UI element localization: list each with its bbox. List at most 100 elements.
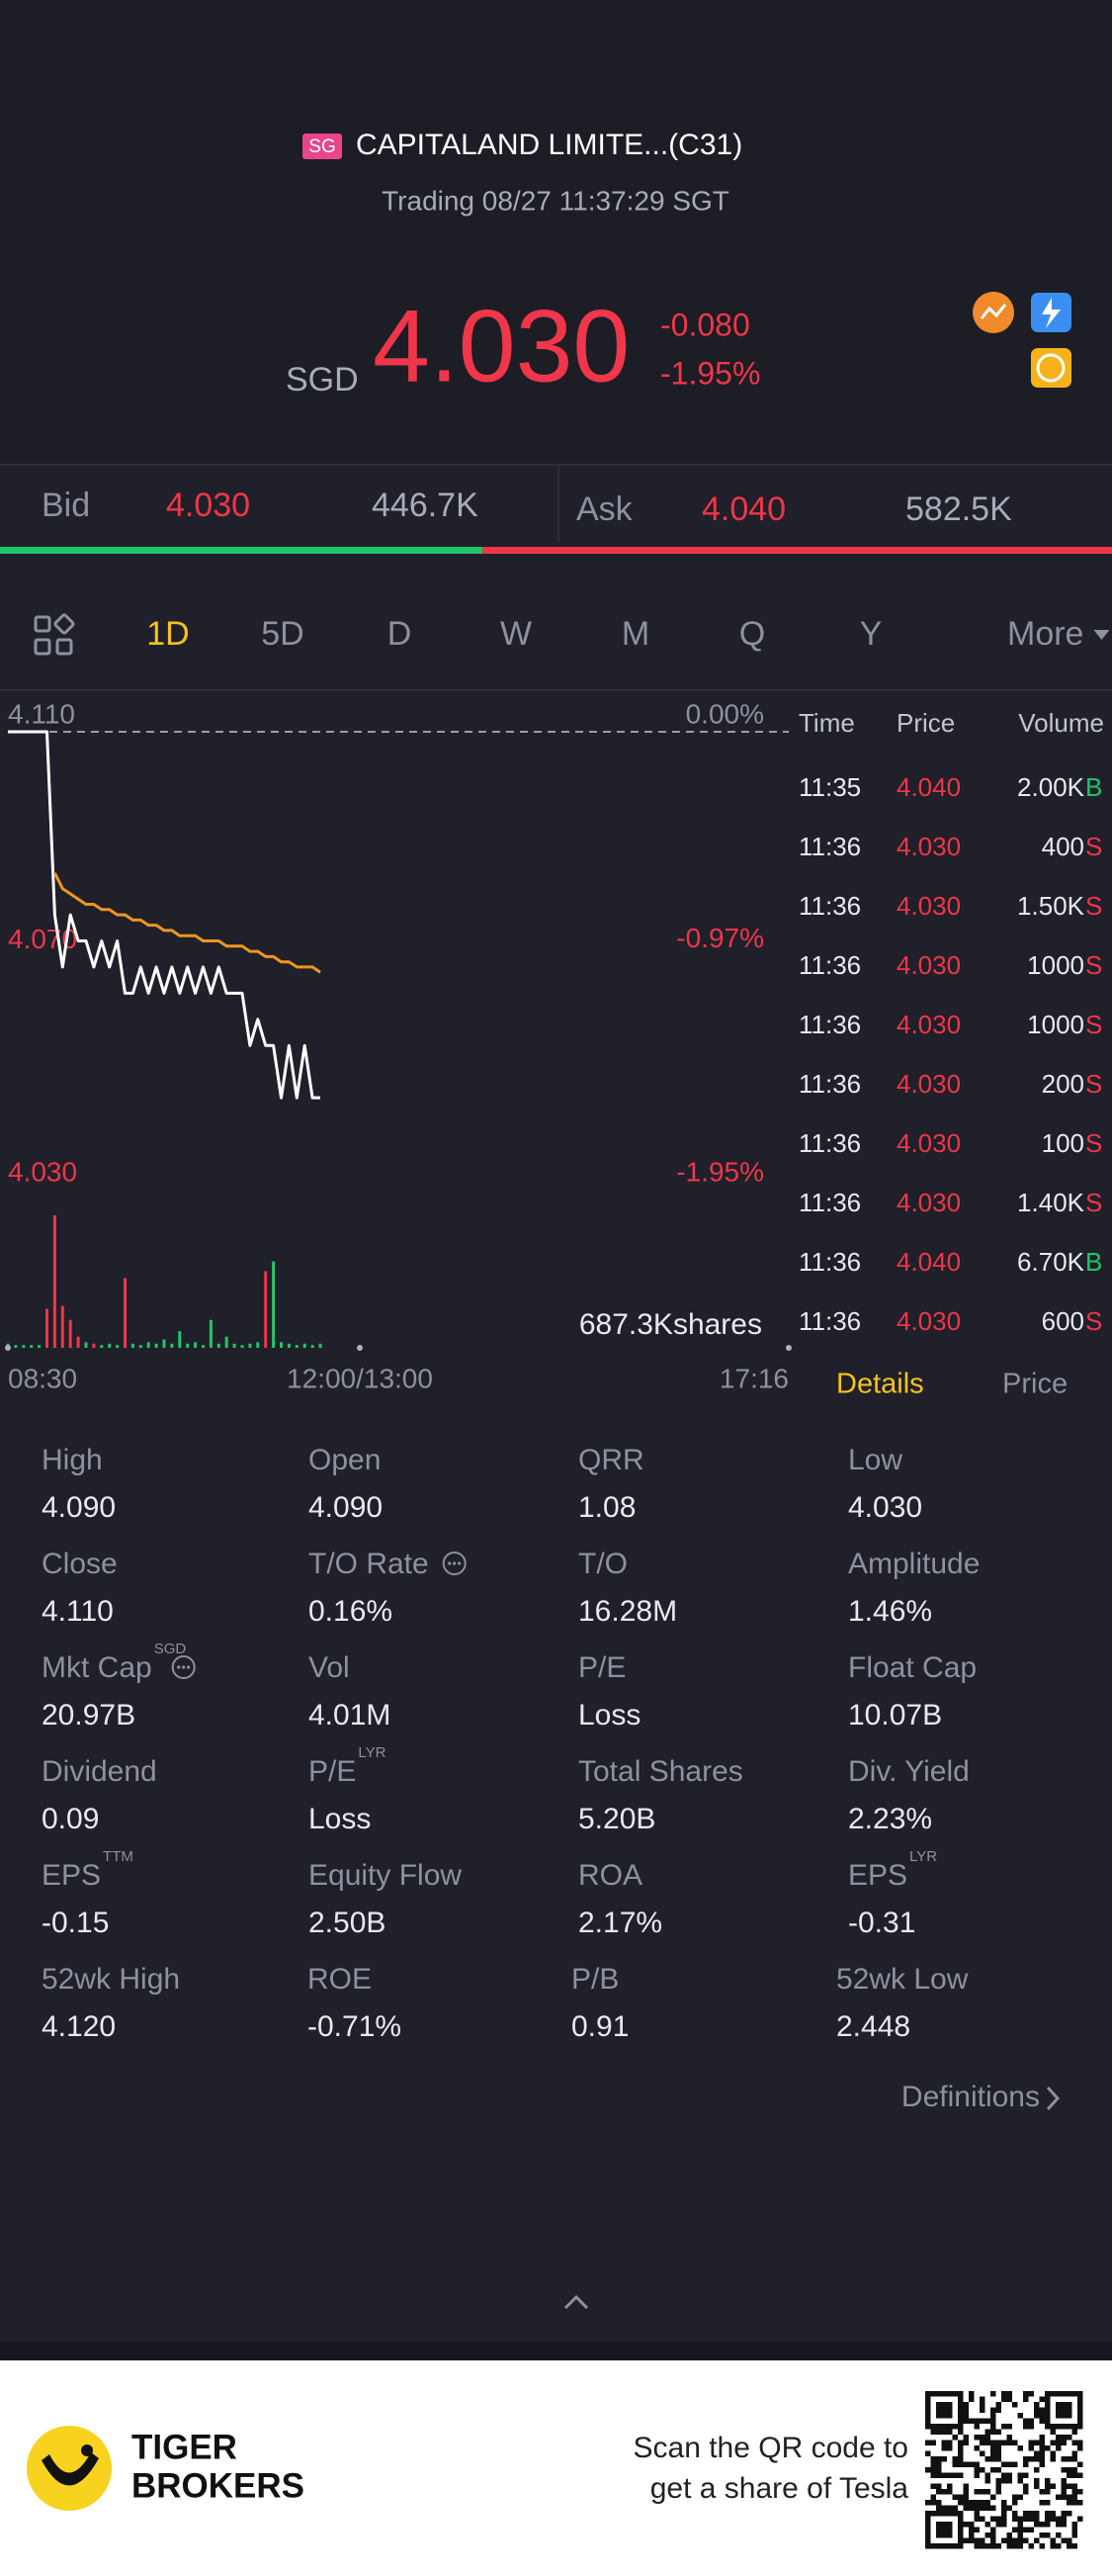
action-icons[interactable]: [973, 292, 1071, 388]
detail-label: Amplitude: [848, 1548, 980, 1580]
info-icon[interactable]: [442, 1552, 467, 1575]
trade-volume: 6.70K: [1017, 1247, 1085, 1277]
period-tab[interactable]: 1D: [146, 615, 189, 653]
info-icon-dot: [177, 1665, 181, 1669]
detail-value: 4.01M: [308, 1699, 390, 1732]
detail-label: P/E: [578, 1651, 626, 1684]
trade-time: 11:36: [799, 832, 861, 861]
brand-name: BROKERS: [131, 2466, 304, 2505]
details-tab[interactable]: Price: [1002, 1369, 1068, 1400]
trade-side: B: [1085, 772, 1102, 802]
details-tab[interactable]: Details: [836, 1369, 924, 1400]
period-tab[interactable]: Y: [860, 615, 883, 653]
volume-bar: [194, 1342, 198, 1348]
trade-time: 11:36: [799, 1247, 861, 1277]
y2-tick-label: -0.97%: [676, 923, 764, 953]
layout-icon[interactable]: [34, 613, 75, 656]
currency: SGD: [286, 361, 359, 399]
trades-header: Time: [799, 708, 855, 738]
detail-superscript: LYR: [909, 1848, 937, 1865]
volume-bar: [162, 1339, 166, 1348]
volume-bar: [240, 1345, 244, 1348]
dropdown-arrow: [1093, 630, 1110, 640]
period-tab[interactable]: D: [387, 615, 412, 653]
market-badge: [302, 133, 342, 159]
detail-value: -0.15: [42, 1907, 109, 1939]
detail-label: Total Shares: [578, 1755, 743, 1788]
brand-name: TIGER: [131, 2428, 237, 2466]
trade-volume: 400: [1042, 832, 1084, 861]
collapse-chevron[interactable]: [563, 2294, 589, 2310]
qr-code: [925, 2391, 1083, 2549]
trade-time: 11:36: [799, 950, 861, 980]
bid-price: 4.030: [166, 487, 250, 524]
detail-value: 2.50B: [308, 1907, 385, 1939]
volume-bar: [22, 1345, 26, 1348]
bid-label: Bid: [42, 487, 90, 524]
price-change: -0.080: [660, 307, 750, 342]
trade-volume: 2.00K: [1017, 772, 1085, 802]
x-tick-label: 12:00/13:00: [287, 1363, 433, 1393]
trade-side: S: [1085, 1128, 1102, 1158]
trade-volume: 1.50K: [1017, 891, 1085, 921]
trade-side: S: [1085, 832, 1102, 861]
y2-tick-label: 0.00%: [686, 698, 764, 729]
detail-label: Dividend: [42, 1755, 157, 1788]
volume-bar: [146, 1342, 150, 1348]
y-tick-label: 4.030: [8, 1156, 77, 1187]
volume-bar: [138, 1345, 142, 1348]
qr-modules: [925, 2391, 1083, 2549]
volume-bar: [272, 1261, 276, 1348]
icon-square: [53, 613, 75, 635]
trade-volume: 200: [1042, 1069, 1084, 1099]
ask-size: 582.5K: [905, 490, 1012, 528]
detail-label: EPS: [42, 1859, 101, 1892]
detail-label: ROA: [578, 1859, 642, 1892]
logo-stripe: [42, 2452, 99, 2486]
volume-total: 687.3Kshares: [579, 1308, 762, 1341]
detail-value: 20.97B: [42, 1699, 135, 1732]
trade-price: 4.040: [897, 772, 961, 802]
trade-side: S: [1085, 1069, 1102, 1099]
icon-trend-glyph: [980, 304, 1007, 319]
detail-label: 52wk Low: [836, 1963, 969, 1996]
volume-bar: [264, 1271, 268, 1348]
detail-label: P/B: [571, 1963, 619, 1996]
info-icon-dot: [187, 1665, 191, 1669]
detail-value: 4.110: [42, 1595, 114, 1628]
detail-label: Low: [848, 1444, 902, 1476]
period-tab[interactable]: 5D: [261, 615, 303, 653]
period-tab[interactable]: W: [500, 615, 532, 653]
trade-time: 11:35: [799, 772, 861, 802]
detail-value: 16.28M: [578, 1595, 677, 1628]
trade-price: 4.040: [897, 1247, 961, 1277]
trade-side: S: [1085, 1188, 1102, 1217]
trade-time: 11:36: [799, 1010, 861, 1039]
x-tick-label: 08:30: [8, 1363, 77, 1393]
last-price: 4.030: [373, 289, 630, 403]
definitions-link[interactable]: Definitions: [901, 2081, 1040, 2113]
trade-volume: 600: [1042, 1306, 1084, 1336]
detail-value: 2.23%: [848, 1803, 932, 1835]
period-tab[interactable]: Q: [739, 615, 765, 653]
volume-bar: [14, 1345, 18, 1348]
trade-price: 4.030: [897, 832, 961, 861]
detail-label: P/E: [308, 1755, 356, 1788]
detail-value: 1.46%: [848, 1595, 932, 1628]
icon-square: [55, 638, 73, 656]
bid-size: 446.7K: [372, 487, 478, 524]
trade-price: 4.030: [897, 1306, 961, 1336]
volume-bar: [154, 1343, 158, 1348]
detail-label: Vol: [308, 1651, 350, 1684]
volume-bar: [302, 1343, 306, 1348]
info-icon[interactable]: [171, 1655, 196, 1679]
volume-bar: [170, 1343, 174, 1348]
price-line: [8, 730, 320, 1100]
period-tab[interactable]: M: [622, 615, 649, 653]
volume-bar: [30, 1345, 34, 1348]
detail-value: 10.07B: [848, 1699, 942, 1732]
period-tab[interactable]: More: [1007, 615, 1083, 653]
logo-dot: [81, 2444, 93, 2456]
promo-text: get a share of Tesla: [650, 2472, 909, 2505]
